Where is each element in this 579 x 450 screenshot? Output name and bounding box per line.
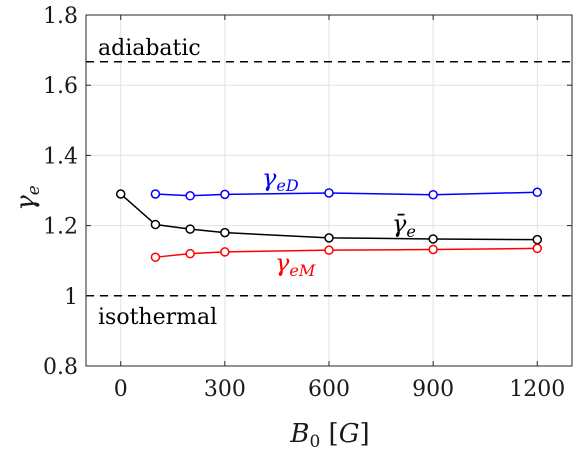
data-point xyxy=(185,224,195,234)
x-tick-label: 0 xyxy=(114,377,128,402)
reference-label-adiabatic: adiabatic xyxy=(98,36,201,61)
y-tick-label: 1 xyxy=(64,285,78,310)
series-group xyxy=(115,187,543,262)
data-point xyxy=(185,248,195,259)
y-axis-title: γe xyxy=(11,185,44,211)
data-point xyxy=(532,234,543,245)
reference-label-isothermal: isothermal xyxy=(98,305,217,330)
y-tick-label: 1.4 xyxy=(43,144,78,169)
x-tick-label: 1200 xyxy=(509,377,565,402)
svg-text:γe: γe xyxy=(11,185,44,211)
data-point xyxy=(532,243,543,254)
x-tick-label: 900 xyxy=(412,377,454,402)
data-point xyxy=(428,244,438,255)
data-point xyxy=(428,189,438,200)
labels: 0 300 600 900 1200 0.8 1 1.2 1.4 1.6 1.8 adiabatic i… xyxy=(43,4,565,402)
data-point xyxy=(220,227,230,238)
data-point xyxy=(115,189,126,199)
x-tick-label: 600 xyxy=(308,377,350,402)
y-tick-label: 1.8 xyxy=(43,4,78,29)
y-tick-label: 1.6 xyxy=(43,74,78,99)
series-label: γeD xyxy=(262,164,299,195)
x-tick-label: 300 xyxy=(204,377,246,402)
data-point xyxy=(220,189,230,200)
ticks xyxy=(86,14,572,367)
data-point xyxy=(428,234,438,244)
data-point xyxy=(324,245,334,255)
data-point xyxy=(324,188,334,198)
data-point xyxy=(150,252,161,262)
data-point xyxy=(324,233,334,243)
x-axis-title: B0 [G] xyxy=(289,419,369,450)
y-tick-label: 0.8 xyxy=(43,355,78,380)
data-point xyxy=(150,219,161,230)
series-label: γ̄e xyxy=(392,210,416,241)
reference-lines xyxy=(86,61,572,297)
series-line-2 xyxy=(155,247,538,258)
y-tick-label: 1.2 xyxy=(43,215,78,240)
data-point xyxy=(532,187,543,198)
series-label: γeM xyxy=(275,249,316,280)
data-point xyxy=(150,189,161,199)
series-line-0 xyxy=(155,191,538,197)
data-point xyxy=(185,191,195,201)
data-point xyxy=(220,247,230,257)
